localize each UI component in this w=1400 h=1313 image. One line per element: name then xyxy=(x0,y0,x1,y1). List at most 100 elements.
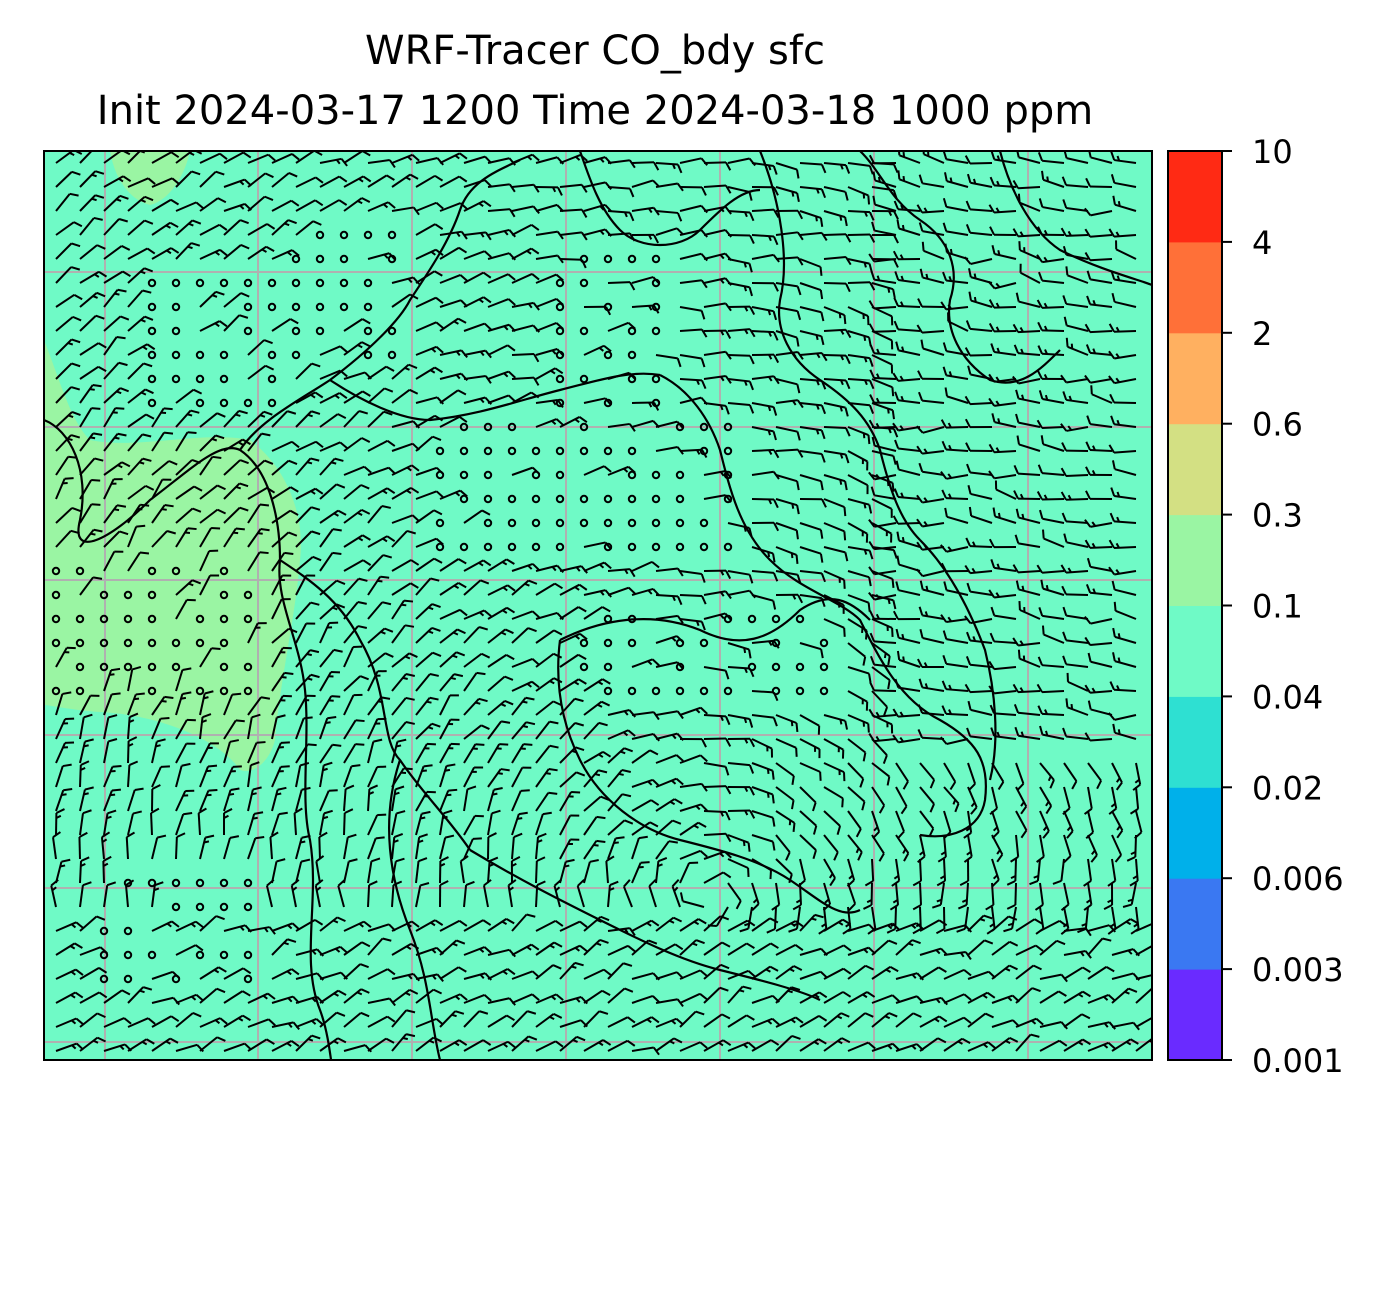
wind-barb xyxy=(943,968,972,980)
wind-barb xyxy=(271,938,297,956)
wind-barb xyxy=(989,786,998,815)
wind-barb xyxy=(931,882,945,909)
wind-barb xyxy=(55,741,75,764)
wind-barb xyxy=(127,1038,155,1052)
wind-barb xyxy=(559,791,581,812)
wind-barb xyxy=(1110,415,1137,428)
wind-barb xyxy=(1065,337,1089,356)
wind-barb xyxy=(990,559,1017,572)
colorbar-tick-label: 0.001 xyxy=(1252,1042,1344,1080)
wind-barb xyxy=(1085,583,1113,596)
wind-barb xyxy=(944,172,969,188)
wind-barb xyxy=(751,330,779,341)
wind-barb xyxy=(823,834,839,861)
wind-barb xyxy=(124,879,135,908)
wind-barb xyxy=(511,743,533,764)
wind-barb xyxy=(511,721,536,740)
wind-barb xyxy=(966,463,993,476)
wind-barb xyxy=(918,222,945,236)
wind-barb xyxy=(847,594,871,612)
wind-barb xyxy=(870,270,897,284)
wind-barb xyxy=(559,944,588,956)
wind-barb xyxy=(1061,512,1089,524)
calm-wind-marker xyxy=(651,686,661,696)
wind-barb xyxy=(872,195,897,212)
wind-barb xyxy=(295,601,320,620)
wind-barb xyxy=(1012,637,1041,647)
wind-barb xyxy=(799,642,824,659)
wind-barb xyxy=(727,942,755,956)
wind-barb xyxy=(391,696,415,716)
wind-barb xyxy=(727,1041,756,1052)
wind-barb xyxy=(199,320,228,332)
wind-barb xyxy=(295,391,324,404)
wind-barb xyxy=(175,579,202,596)
calm-wind-marker xyxy=(795,662,805,672)
wind-barb xyxy=(847,1012,874,1028)
calm-wind-marker xyxy=(651,494,661,504)
wind-barb xyxy=(511,153,540,164)
calm-wind-marker xyxy=(459,446,469,456)
wind-barb xyxy=(799,1038,827,1052)
wind-barb xyxy=(343,559,372,572)
wind-barb xyxy=(79,1036,107,1052)
wind-barb xyxy=(751,570,779,582)
wind-barb xyxy=(103,194,129,212)
wind-barb xyxy=(847,498,873,514)
wind-barb xyxy=(775,920,804,932)
wind-barb xyxy=(103,336,126,356)
wind-barb xyxy=(893,297,921,308)
wind-barb xyxy=(1062,727,1089,740)
calm-wind-marker xyxy=(435,470,445,480)
wind-barb xyxy=(892,372,921,382)
calm-wind-marker xyxy=(339,230,349,240)
wind-barb xyxy=(1036,419,1065,430)
wind-barb xyxy=(463,652,491,668)
wind-barb xyxy=(439,558,467,572)
wind-barb xyxy=(607,186,635,198)
wind-barb xyxy=(343,341,371,356)
calm-wind-marker xyxy=(579,662,589,672)
wind-barb xyxy=(391,487,420,500)
wind-barb xyxy=(1006,858,1017,886)
wind-barb xyxy=(607,210,635,222)
calm-wind-marker xyxy=(195,878,205,888)
wind-barb xyxy=(199,788,218,812)
wind-barb xyxy=(990,343,1017,356)
calm-wind-marker xyxy=(507,542,517,552)
wind-barb xyxy=(655,857,668,884)
wind-barb xyxy=(295,649,320,668)
wind-barb xyxy=(1065,266,1089,284)
colorbar-segment xyxy=(1168,787,1222,879)
calm-wind-marker xyxy=(579,374,589,384)
wind-barb xyxy=(823,738,845,759)
wind-barb xyxy=(823,233,852,243)
wind-barb xyxy=(463,1039,492,1052)
wind-barb xyxy=(103,245,131,260)
wind-barb xyxy=(223,409,248,428)
wind-barb xyxy=(367,696,391,716)
calm-wind-marker xyxy=(51,686,61,696)
wind-barb xyxy=(847,964,875,980)
wind-barb xyxy=(415,435,442,452)
wind-barb xyxy=(271,551,294,572)
wind-barb xyxy=(988,589,1017,599)
wind-barb xyxy=(775,474,800,491)
wind-barb xyxy=(439,834,455,860)
wind-barb xyxy=(127,413,155,428)
wind-barb xyxy=(79,503,101,524)
wind-barb xyxy=(391,1009,416,1028)
wind-barb xyxy=(175,458,201,476)
wind-barb xyxy=(1111,918,1139,932)
wind-barb xyxy=(631,939,658,956)
wind-barb xyxy=(917,298,945,308)
wind-barb xyxy=(1063,762,1078,790)
wind-barb xyxy=(103,288,127,308)
wind-barb xyxy=(103,765,122,788)
wind-barb xyxy=(343,390,371,404)
wind-barb xyxy=(1036,564,1065,574)
wind-barb xyxy=(415,603,441,620)
wind-barb xyxy=(463,271,492,284)
wind-barb xyxy=(775,943,804,956)
wind-barb xyxy=(535,919,564,932)
